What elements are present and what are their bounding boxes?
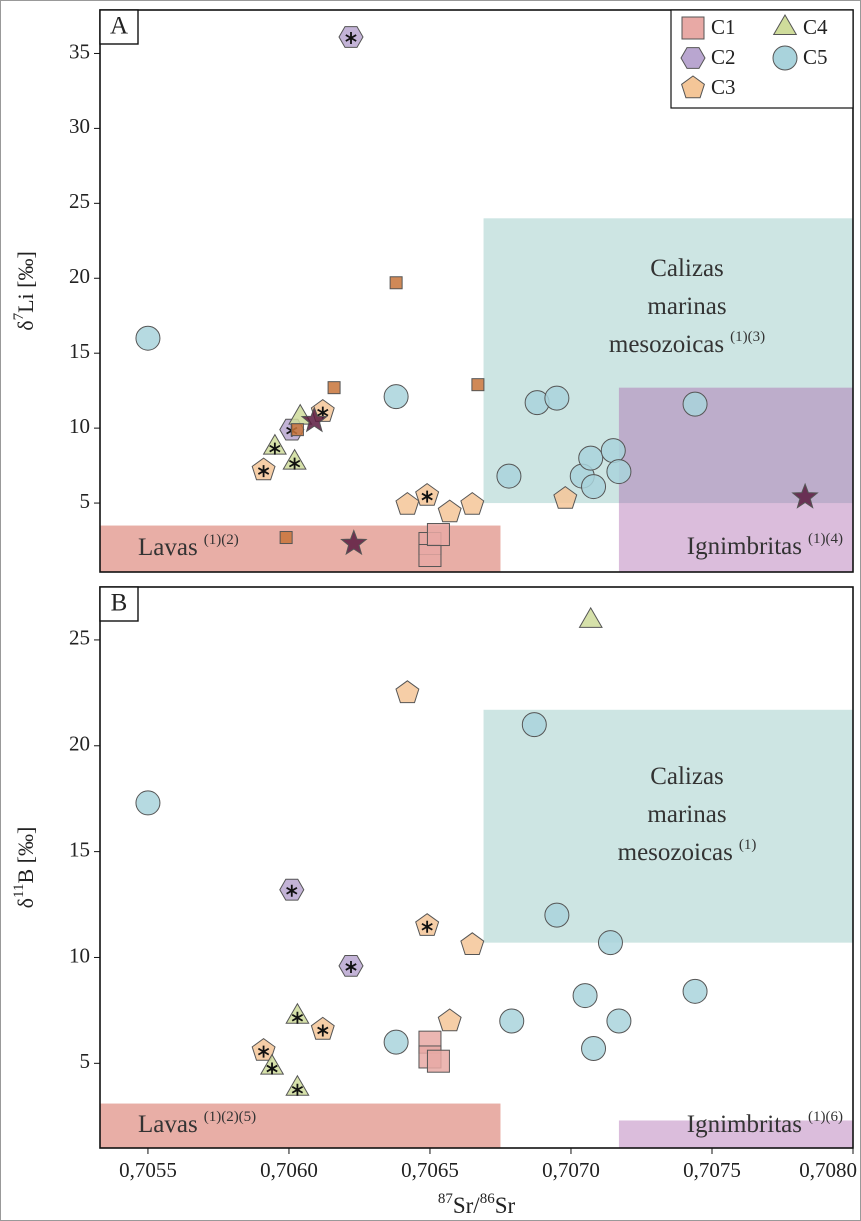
region-label-text: marinas: [647, 801, 726, 828]
label-superscript: 86: [480, 1191, 496, 1207]
legend-label: C3: [711, 75, 736, 99]
region-label-text: Calizas: [650, 763, 724, 790]
y-tick-label: 10: [69, 414, 90, 438]
marker: [472, 379, 484, 391]
region-label-text: Ignimbritas: [687, 1111, 802, 1138]
y-tick-label: 15: [69, 837, 90, 861]
region-label-text: Lavas: [138, 1111, 198, 1138]
legend-label: C4: [803, 15, 828, 39]
region-note: (1)(4): [808, 531, 843, 547]
marker: [384, 385, 408, 409]
x-tick-label: 0,7080: [799, 1158, 857, 1182]
region-label-text: mesozoicas: [609, 331, 724, 358]
y-tick-label: 5: [80, 489, 91, 513]
marker: [500, 1009, 524, 1033]
label-superscript: 11: [11, 884, 27, 898]
x-tick-label: 0,7070: [542, 1158, 600, 1182]
marker: [419, 545, 441, 567]
marker: [291, 424, 303, 436]
y-tick-label: 10: [69, 943, 90, 967]
region-label: Calizas: [650, 763, 724, 790]
label-text: Sr: [495, 1193, 516, 1218]
marker: [582, 475, 606, 499]
marker: [136, 326, 160, 350]
region-label: marinas: [647, 801, 726, 828]
y-tick-label: 30: [69, 114, 90, 138]
marker: [579, 446, 603, 470]
figure: Lavas (1)(2) Calizas marinas mesozoicas (1)(3…: [0, 0, 861, 1221]
marker: [545, 903, 569, 927]
x-tick-label: 0,7055: [119, 1158, 177, 1182]
label-text: δ: [13, 320, 38, 330]
region-label-text: Lavas: [138, 534, 198, 561]
x-tick-label: 0,7075: [683, 1158, 741, 1182]
region-note: (1): [739, 837, 757, 853]
region-note: (1)(2)(5): [204, 1109, 256, 1125]
panel-letter: A: [110, 13, 128, 40]
marker: [497, 464, 521, 488]
marker: [545, 386, 569, 410]
region-note: (1)(2): [204, 532, 239, 548]
legend-label: C1: [711, 15, 736, 39]
marker: [136, 791, 160, 815]
label-text: B [‰]: [13, 827, 38, 884]
legend-label: C5: [803, 45, 828, 69]
y-tick-label: 20: [69, 732, 90, 756]
region-label: Calizas: [650, 255, 724, 282]
region-note: (1)(3): [730, 329, 765, 345]
x-tick-label: 0,7060: [260, 1158, 318, 1182]
region-note: (1)(6): [808, 1109, 843, 1125]
y-tick-label: 5: [80, 1049, 91, 1073]
marker: [683, 979, 707, 1003]
label-superscript: 87: [438, 1191, 454, 1207]
y-tick-label: 25: [69, 189, 90, 213]
marker: [328, 382, 340, 394]
marker: [582, 1037, 606, 1061]
marker: [683, 392, 707, 416]
panel-letter: B: [111, 590, 128, 617]
marker: [607, 1009, 631, 1033]
marker: [280, 532, 292, 544]
region-label: marinas: [647, 293, 726, 320]
marker: [607, 460, 631, 484]
y-tick-label: 20: [69, 264, 90, 288]
region-label-text: Calizas: [650, 255, 724, 282]
marker: [573, 984, 597, 1008]
marker: [427, 1050, 449, 1072]
marker: [598, 931, 622, 955]
legend-marker: [682, 17, 704, 39]
legend-label: C2: [711, 45, 736, 69]
marker: [522, 713, 546, 737]
marker: [384, 1030, 408, 1054]
marker: [427, 524, 449, 546]
label-text: δ: [13, 898, 38, 908]
y-tick-label: 25: [69, 626, 90, 650]
region-label-text: mesozoicas: [618, 839, 733, 866]
region-label-text: Ignimbritas: [687, 533, 802, 560]
label-text: Sr/: [453, 1193, 480, 1218]
region-label-text: marinas: [647, 293, 726, 320]
legend-marker: [773, 46, 797, 70]
y-tick-label: 15: [69, 339, 90, 363]
y-tick-label: 35: [69, 39, 90, 63]
x-tick-label: 0,7065: [401, 1158, 459, 1182]
label-text: Li [‰]: [13, 251, 38, 313]
marker: [390, 277, 402, 289]
marker: [601, 439, 625, 463]
